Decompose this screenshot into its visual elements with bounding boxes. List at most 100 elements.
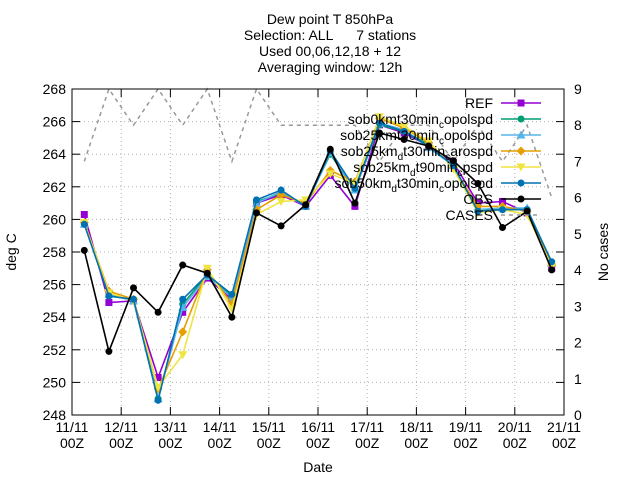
data-point	[202, 264, 212, 273]
data-point	[80, 220, 88, 228]
data-point	[400, 127, 408, 135]
data-point	[351, 184, 359, 192]
y-axis-label: deg C	[3, 233, 19, 270]
data-point	[449, 162, 457, 170]
data-point	[153, 383, 163, 392]
x-tick-label-date: 12/11	[104, 419, 138, 435]
legend-label: sob25kmdt30mincarospd	[341, 143, 493, 163]
data-point	[425, 142, 433, 150]
data-point	[474, 207, 482, 215]
legend-entry-0: REF	[465, 95, 541, 111]
legend-label: REF	[465, 95, 493, 111]
x-tick-label-hour: 00Z	[306, 435, 331, 451]
data-point	[276, 197, 286, 206]
x-tick-label-hour: 00Z	[503, 435, 528, 451]
data-point	[499, 224, 506, 232]
y2-axis-label: No cases	[595, 223, 611, 281]
legend-label: sob0kmt30mincopolspd	[348, 111, 493, 131]
y-tick-label: 256	[43, 277, 67, 293]
data-point	[228, 313, 236, 321]
x-tick-label-hour: 00Z	[404, 435, 429, 451]
chart-title-line-3: Used 00,06,12,18 + 12	[259, 43, 401, 59]
data-point	[105, 347, 113, 355]
y2-tick-label: 5	[574, 226, 582, 242]
y2-tick-label: 1	[574, 371, 582, 387]
data-point	[179, 308, 187, 316]
data-point	[130, 295, 137, 303]
data-point	[179, 295, 187, 303]
series-6	[80, 129, 556, 355]
legend-entry-3: sob25kmdt30mincarospd	[341, 143, 541, 163]
chart-title: Dew point T 850hPa Selection: ALL 7 stat…	[244, 11, 416, 75]
x-tick-label-date: 19/11	[449, 419, 483, 435]
y-tick-label: 254	[43, 309, 67, 325]
x-tick-label-hour: 00Z	[552, 435, 577, 451]
chart-title-line-4: Averaging window: 12h	[258, 59, 403, 75]
chart-title-line-2: Selection: ALL 7 stations	[244, 27, 416, 43]
y-tick-label: 268	[43, 81, 67, 97]
y-tick-label: 250	[43, 374, 67, 390]
axes: 248 250 252 254 256 258 260 262 264 266 268 0 1 2 3 4 5 6…	[43, 81, 582, 451]
data-point	[499, 206, 506, 214]
legend-marker	[516, 163, 526, 172]
y2-tick-label: 8	[574, 117, 582, 133]
y2-tick-label: 9	[574, 81, 582, 97]
x-tick-label-hour: 00Z	[208, 435, 233, 451]
x-tick-label-date: 16/11	[301, 419, 335, 435]
y-tick-label: 264	[43, 146, 67, 162]
x-tick-label-date: 21/11	[547, 419, 581, 435]
y2-tick-label: 2	[574, 335, 582, 351]
series-line-7	[83, 87, 553, 198]
data-point	[277, 222, 285, 230]
data-point	[449, 157, 457, 165]
y2-tick-label: 7	[574, 153, 582, 169]
data-point	[400, 136, 408, 144]
legend-label: sob25kmdt90mincpspd	[353, 159, 493, 179]
legend-label: sob25kmt30mincopolspd	[340, 127, 493, 147]
x-tick-label-date: 18/11	[399, 419, 433, 435]
x-tick-label-date: 15/11	[252, 419, 286, 435]
legend-label: CASES	[446, 207, 493, 223]
data-point	[523, 207, 531, 215]
y-tick-label: 258	[43, 244, 67, 260]
x-tick-label-hour: 00Z	[257, 435, 282, 451]
y-tick-label: 260	[43, 211, 67, 227]
legend-entry-1: sob0kmt30mincopolspd	[348, 111, 541, 131]
data-point	[179, 261, 187, 269]
y-tick-label: 248	[43, 407, 67, 423]
data-point	[326, 145, 334, 153]
x-tick-label-date: 11/11	[56, 419, 89, 435]
legend-entry-2: sob25kmt30mincopolspd	[340, 127, 541, 147]
data-point	[277, 186, 285, 194]
chart-title-line-1: Dew point T 850hPa	[267, 11, 394, 27]
y-tick-label: 252	[43, 342, 67, 358]
x-tick-label-hour: 00Z	[158, 435, 183, 451]
data-point	[548, 266, 556, 274]
data-point	[105, 292, 113, 300]
legend-label: sob50kmdt30mincopolspd	[335, 175, 493, 195]
data-point	[80, 246, 88, 254]
y2-tick-label: 4	[574, 262, 582, 278]
legend-entry-7: CASES	[446, 207, 541, 223]
data-point	[253, 196, 260, 204]
data-point	[376, 129, 383, 137]
data-point	[105, 299, 113, 307]
legend-marker	[517, 195, 525, 203]
legend-marker	[516, 146, 526, 156]
legend-marker	[517, 99, 525, 107]
x-tick-label-date: 13/11	[153, 419, 187, 435]
y-tick-label: 262	[43, 179, 67, 195]
data-point	[80, 211, 88, 219]
x-tick-label-hour: 00Z	[355, 435, 380, 451]
y-tick-label: 266	[43, 114, 67, 130]
data-point	[375, 113, 384, 122]
legend-entry-5: sob50kmdt30mincopolspd	[335, 175, 541, 195]
x-tick-label-date: 20/11	[498, 419, 532, 435]
legend-entry-6: OBS	[463, 191, 541, 207]
series-line-0	[83, 123, 553, 380]
data-point	[178, 351, 188, 360]
x-axis-label: Date	[303, 459, 333, 475]
series-7	[83, 87, 553, 198]
